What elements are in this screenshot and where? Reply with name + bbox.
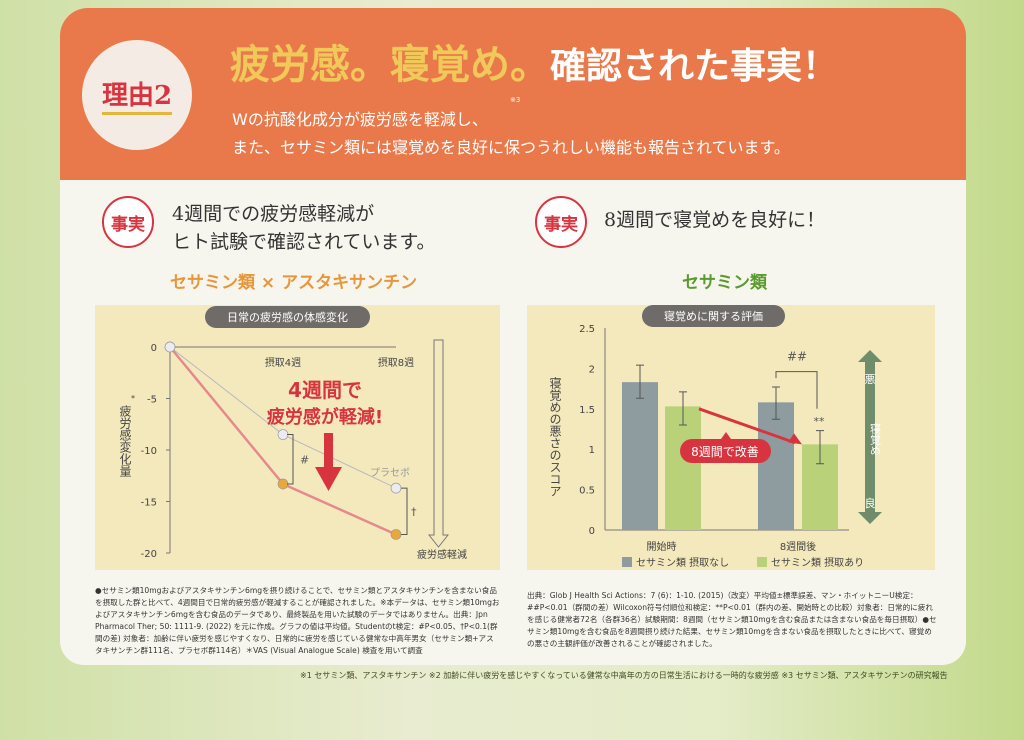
error-bar [636, 364, 644, 399]
data-point [390, 482, 402, 494]
reason-badge-label: 理由2 [101, 75, 173, 115]
left-chart-heading: セサミン類 × アスタキサンチン [170, 273, 418, 293]
data-point [164, 341, 176, 353]
y-tick-label: -20 [141, 549, 157, 560]
sig-between: ## [787, 349, 807, 363]
improve-callout [680, 439, 771, 463]
fact-badge-left: 事実 [102, 196, 154, 248]
sig-bracket-8wk [401, 487, 408, 535]
x-tick-label: 開始時 [647, 540, 677, 553]
left-lead-2: ヒト試験で確認されています。 [172, 231, 436, 253]
scale-top: 悪 [865, 373, 876, 386]
data-point [277, 478, 289, 490]
scale-mid: 寝覚め [869, 422, 882, 456]
error-bar [679, 391, 687, 426]
y-tick-label: 2.5 [579, 324, 595, 335]
sig-mark-8wk: † [411, 505, 417, 518]
improve-label: 8週間で改善 [691, 444, 759, 459]
headline-a: 疲労感。寝覚め。 [230, 41, 550, 88]
left-note: ●セサミン類10mgおよびアスタキサンチン6mgを摂り続けることで、セサミン類と… [95, 586, 500, 655]
sig-bracket-4wk [287, 434, 294, 485]
right-lead-1: 8週間で寝覚めを良好に！ [604, 209, 826, 231]
y-tick-label: 2 [589, 364, 595, 375]
right-note: 出典：Glob J Health Sci Actions：7 (6)：1-10.… [527, 591, 937, 648]
callout-line2: 疲労感が軽減! [267, 406, 383, 428]
y-tick-label: 0 [151, 343, 157, 354]
callout-line1: 4週間で [288, 378, 362, 402]
y-tick-label: -5 [147, 395, 157, 406]
subtitle-line2: また、セサミン類には寝覚めを良好に保つうれしい機能も報告されています。 [232, 138, 790, 157]
left-chart-box [95, 305, 500, 570]
down-arrow-icon [315, 433, 342, 491]
footnotes: ※1 セサミン類、アスタキサンチン ※2 加齢に伴い疲労を感じやすくなっている健… [300, 671, 948, 680]
headline-b: 確認された事実！ [550, 45, 839, 87]
legend-swatch [757, 557, 767, 567]
y-tick-label: -10 [141, 446, 157, 457]
y-axis-label: 寝覚めの悪さのスコア [548, 376, 562, 497]
bar [665, 406, 701, 530]
subtitle-line1: Wの抗酸化成分が疲労感を軽減し、 [232, 110, 488, 129]
x-tick-label: 摂取4週 [265, 356, 301, 369]
y-tick-label: -15 [141, 498, 157, 509]
legend-label: セサミン類 摂取あり [771, 556, 864, 569]
reduction-arrow-icon [427, 339, 450, 548]
legend-label: セサミン類 摂取なし [636, 556, 729, 569]
data-point [277, 429, 289, 440]
x-tick-label: 摂取8週 [378, 356, 414, 369]
series-line [169, 346, 397, 536]
improve-arrow-icon [788, 433, 802, 445]
headline: 疲労感。寝覚め。確認された事実！ [230, 32, 838, 90]
reason-badge: 理由2 [82, 40, 192, 150]
x-tick-label: 8週間後 [780, 540, 816, 553]
left-lead-1: 4週間での疲労感軽減が [172, 203, 375, 225]
y-tick-label: 1.5 [579, 405, 595, 416]
fact-badge-right: 事実 [535, 196, 587, 248]
error-bar [772, 386, 780, 420]
callout-pointer [721, 432, 731, 439]
y-axis-label: 疲労感変化量 [118, 404, 132, 477]
scale-arrow-icon [858, 350, 882, 524]
y-tick-label: 0 [589, 526, 595, 537]
legend-swatch [622, 557, 632, 567]
sig-within: ** [814, 415, 826, 428]
left-chart-title: 日常の疲労感の体感変化 [205, 306, 370, 328]
bar [622, 382, 658, 530]
legend-placebo: プラセボ [370, 467, 410, 479]
data-point [390, 529, 402, 540]
direction-label: 疲労感軽減 [417, 548, 467, 561]
footnote-ref: ※3 [510, 96, 521, 104]
bar [758, 402, 794, 530]
scale-bottom: 良 [865, 496, 876, 510]
y-axis-label-mark: * [131, 394, 135, 403]
sig-bracket [775, 371, 818, 409]
header-banner [60, 8, 966, 180]
right-chart-heading: セサミン類 [682, 273, 767, 293]
sig-mark-4wk: # [300, 453, 309, 466]
right-chart-title: 寝覚めに関する評価 [642, 305, 785, 327]
y-tick-label: 0.5 [579, 486, 595, 497]
error-bar [816, 430, 824, 465]
improve-arrow-line [698, 407, 796, 445]
y-tick-label: 1 [589, 445, 595, 456]
